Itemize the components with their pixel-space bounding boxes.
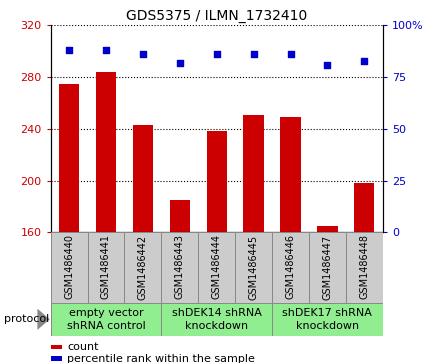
Bar — [309, 232, 346, 303]
Bar — [51, 356, 62, 361]
Text: GSM1486448: GSM1486448 — [359, 234, 369, 299]
Point — [361, 58, 368, 64]
Bar — [243, 115, 264, 232]
Text: GSM1486441: GSM1486441 — [101, 234, 111, 299]
Bar — [88, 232, 125, 303]
Polygon shape — [37, 309, 50, 330]
Point — [213, 52, 220, 57]
Point — [66, 47, 73, 53]
Point — [250, 52, 257, 57]
Bar — [51, 232, 88, 303]
Text: GSM1486446: GSM1486446 — [286, 234, 296, 299]
Text: GSM1486440: GSM1486440 — [64, 234, 74, 299]
Text: shDEK17 shRNA
knockdown: shDEK17 shRNA knockdown — [282, 308, 372, 331]
Bar — [198, 232, 235, 303]
Text: empty vector
shRNA control: empty vector shRNA control — [66, 308, 145, 331]
Bar — [272, 232, 309, 303]
Bar — [51, 303, 161, 336]
Text: GSM1486445: GSM1486445 — [249, 234, 259, 299]
Bar — [354, 183, 374, 232]
Bar — [235, 232, 272, 303]
Bar — [346, 232, 383, 303]
Point — [176, 60, 183, 66]
Bar — [272, 303, 383, 336]
Title: GDS5375 / ILMN_1732410: GDS5375 / ILMN_1732410 — [126, 9, 307, 23]
Bar — [59, 83, 79, 232]
Text: protocol: protocol — [4, 314, 50, 325]
Bar — [317, 226, 337, 232]
Bar — [161, 232, 198, 303]
Bar — [206, 131, 227, 232]
Point — [287, 52, 294, 57]
Point — [324, 62, 331, 68]
Point — [139, 52, 147, 57]
Bar — [280, 117, 301, 232]
Bar — [133, 125, 153, 232]
Text: GSM1486442: GSM1486442 — [138, 234, 148, 299]
Bar — [125, 232, 161, 303]
Text: percentile rank within the sample: percentile rank within the sample — [67, 354, 255, 363]
Text: shDEK14 shRNA
knockdown: shDEK14 shRNA knockdown — [172, 308, 262, 331]
Bar — [96, 72, 116, 232]
Text: count: count — [67, 342, 99, 352]
Bar — [170, 200, 190, 232]
Bar — [51, 344, 62, 349]
Bar — [161, 303, 272, 336]
Text: GSM1486443: GSM1486443 — [175, 234, 185, 299]
Point — [103, 47, 110, 53]
Text: GSM1486447: GSM1486447 — [323, 234, 333, 299]
Text: GSM1486444: GSM1486444 — [212, 234, 222, 299]
